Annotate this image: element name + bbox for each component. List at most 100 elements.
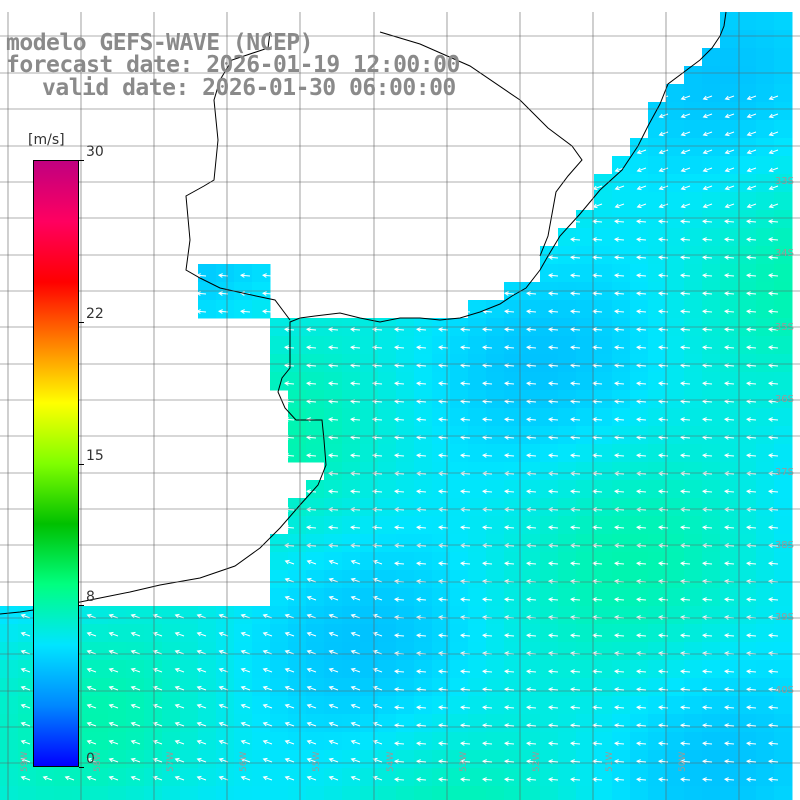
wind-speed-cell <box>414 642 433 661</box>
wind-arrow <box>86 703 97 709</box>
wind-arrow <box>701 759 713 764</box>
wind-speed-cell <box>270 768 289 787</box>
wind-arrow <box>327 309 339 314</box>
wind-speed-cell <box>540 678 559 697</box>
wind-speed-cell <box>630 156 649 175</box>
wind-speed-cell <box>702 606 721 625</box>
wind-arrow <box>372 649 383 655</box>
wind-speed-cell <box>666 120 685 139</box>
wind-speed-cell <box>666 138 685 157</box>
wind-arrow <box>701 309 713 314</box>
wind-speed-cell <box>702 300 721 319</box>
wind-speed-cell <box>558 408 577 427</box>
wind-speed-cell <box>0 696 19 715</box>
wind-speed-cell <box>558 588 577 607</box>
wind-arrow <box>746 185 757 191</box>
wind-speed-cell <box>216 714 235 733</box>
wind-arrow <box>657 669 669 674</box>
wind-speed-cell <box>630 786 649 800</box>
wind-speed-cell <box>702 714 721 733</box>
wind-arrow <box>745 417 757 422</box>
wind-speed-cell <box>522 444 541 463</box>
wind-speed-cell <box>270 354 289 373</box>
wind-speed-cell <box>540 642 559 661</box>
wind-speed-cell <box>414 624 433 643</box>
wind-arrow <box>240 649 251 655</box>
wind-speed-cell <box>90 624 109 643</box>
wind-speed-cell <box>216 696 235 715</box>
wind-speed-cell <box>738 336 757 355</box>
wind-arrow <box>503 525 515 530</box>
wind-arrow <box>459 777 471 782</box>
wind-arrow <box>569 525 581 530</box>
wind-arrow <box>327 525 339 530</box>
wind-speed-cell <box>414 750 433 769</box>
wind-arrow <box>525 291 537 296</box>
wind-speed-cell <box>738 228 757 247</box>
wind-arrow <box>284 685 295 691</box>
wind-arrow <box>108 613 119 619</box>
wind-arrow <box>261 309 273 314</box>
wind-speed-cell <box>558 714 577 733</box>
wind-arrow <box>108 685 119 691</box>
wind-arrow <box>613 633 625 638</box>
wind-arrow <box>349 327 361 332</box>
wind-arrow <box>592 185 603 191</box>
wind-speed-cell <box>252 300 271 319</box>
wind-speed-cell <box>504 426 523 445</box>
wind-speed-cell <box>540 588 559 607</box>
wind-arrow <box>372 595 383 601</box>
wind-speed-cell <box>378 678 397 697</box>
wind-speed-cell <box>414 444 433 463</box>
wind-speed-cell <box>648 786 667 800</box>
colorbar-tick-label: 8 <box>86 589 95 606</box>
wind-speed-cell <box>684 372 703 391</box>
wind-arrow <box>503 561 515 566</box>
wind-speed-cell <box>126 750 145 769</box>
wind-speed-cell <box>324 678 343 697</box>
wind-speed-cell <box>684 624 703 643</box>
wind-arrow <box>658 167 669 173</box>
wind-speed-cell <box>576 480 595 499</box>
wind-speed-cell <box>90 768 109 787</box>
wind-arrow <box>547 687 559 692</box>
wind-arrow <box>702 113 713 119</box>
wind-arrow <box>657 237 669 242</box>
wind-speed-cell <box>108 750 127 769</box>
wind-arrow <box>130 613 141 619</box>
wind-arrow <box>592 203 603 209</box>
wind-speed-cell <box>648 264 667 283</box>
wind-arrow <box>218 721 229 727</box>
wind-speed-cell <box>252 750 271 769</box>
wind-arrow <box>635 345 647 350</box>
wind-speed-cell <box>396 372 415 391</box>
wind-arrow <box>701 723 713 728</box>
wind-speed-cell <box>630 570 649 589</box>
wind-arrow <box>569 381 581 386</box>
wind-speed-cell <box>18 678 37 697</box>
wind-arrow <box>745 705 757 710</box>
wind-arrow <box>723 525 735 530</box>
wind-speed-cell <box>522 624 541 643</box>
wind-arrow <box>613 345 625 350</box>
wind-speed-cell <box>180 660 199 679</box>
wind-arrow <box>745 309 757 314</box>
wind-speed-cell <box>270 534 289 553</box>
wind-speed-cell <box>594 408 613 427</box>
wind-speed-cell <box>540 786 559 800</box>
wind-arrow <box>635 705 647 710</box>
wind-speed-cell <box>414 336 433 355</box>
latitude-label: 36S <box>774 394 794 405</box>
wind-speed-cell <box>90 714 109 733</box>
wind-speed-cell <box>774 606 793 625</box>
wind-arrow <box>503 597 515 602</box>
wind-arrow <box>218 649 229 655</box>
wind-speed-cell <box>450 696 469 715</box>
wind-arrow <box>328 739 339 745</box>
wind-arrow <box>613 597 625 602</box>
wind-speed-cell <box>666 660 685 679</box>
wind-speed-cell <box>504 354 523 373</box>
wind-speed-cell <box>288 588 307 607</box>
wind-speed-cell <box>684 210 703 229</box>
wind-arrow <box>613 669 625 674</box>
